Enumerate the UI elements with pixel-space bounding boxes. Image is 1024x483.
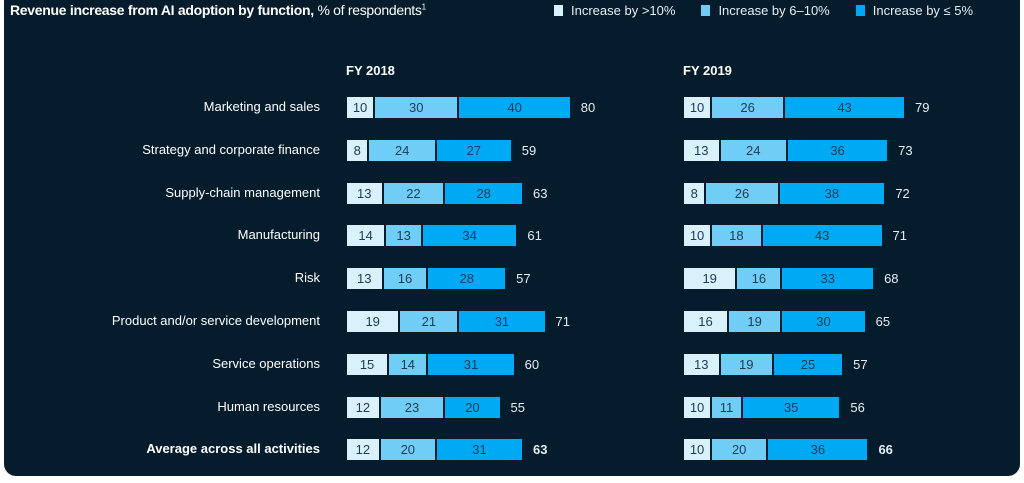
- bar-segment: 40: [458, 96, 571, 119]
- bar-segment: 36: [767, 438, 869, 462]
- total-label: 72: [895, 185, 910, 201]
- total-label: 63: [533, 185, 548, 201]
- bar-segment: 8: [683, 181, 706, 205]
- bar-segment: 21: [399, 310, 459, 333]
- total-label: 65: [875, 314, 891, 329]
- bar-segment: 12: [346, 438, 380, 462]
- category-label: Marketing and sales: [203, 99, 320, 114]
- total-label: 61: [527, 228, 542, 244]
- total-label: 80: [580, 100, 596, 115]
- total-label: 55: [510, 399, 526, 415]
- bar-segment: 27: [435, 138, 512, 162]
- bar-segment: 22: [382, 181, 445, 205]
- bar-segment: 23: [379, 395, 445, 419]
- legend: Increase by >10% Increase by 6–10% Incre…: [554, 3, 973, 18]
- bar-segment: 14: [388, 352, 428, 376]
- total-label: 63: [533, 442, 548, 458]
- bar-segment: 19: [719, 352, 773, 376]
- chart-title: Revenue increase from AI adoption by fun…: [10, 2, 426, 18]
- bar-segment: 10: [683, 395, 712, 419]
- footnote-marker: 1: [421, 2, 426, 12]
- bar-segment: 10: [346, 96, 375, 119]
- bar-segment: 19: [683, 267, 737, 291]
- category-label: Human resources: [217, 398, 320, 414]
- bar-segment: 11: [711, 395, 742, 419]
- bar-segment: 24: [719, 138, 787, 162]
- total-label: 57: [853, 356, 868, 372]
- legend-label: Increase by 6–10%: [718, 3, 830, 18]
- legend-label: Increase by >10%: [571, 3, 676, 18]
- bar-segment: 10: [683, 438, 712, 462]
- bar-segment: 16: [382, 267, 428, 291]
- legend-swatch: [701, 5, 711, 16]
- bar-segment: 20: [379, 438, 436, 462]
- legend-label: Increase by ≤ 5%: [872, 3, 974, 18]
- legend-item: Increase by >10%: [554, 3, 675, 18]
- bar-segment: 10: [683, 224, 712, 248]
- total-label: 60: [524, 356, 540, 372]
- bar-segment: 25: [772, 352, 844, 376]
- bar-segment: 13: [385, 224, 422, 248]
- category-label: Strategy and corporate finance: [142, 141, 320, 157]
- bar-segment: 28: [427, 267, 507, 291]
- total-label: 71: [555, 314, 570, 329]
- bar-segment: 43: [784, 96, 905, 119]
- bar-segment: 13: [683, 138, 720, 162]
- bar-segment: 30: [374, 96, 459, 119]
- panel-title-fy2018: FY 2018: [346, 63, 395, 78]
- total-label: 68: [884, 271, 899, 287]
- bar-segment: 19: [727, 310, 782, 333]
- bar-segment: 12: [346, 395, 380, 419]
- total-label: 66: [878, 442, 893, 458]
- bar-segment: 43: [761, 224, 883, 248]
- total-label: 56: [850, 399, 865, 415]
- category-label: Risk: [294, 270, 320, 286]
- bar-segment: 26: [711, 96, 785, 119]
- bar-segment: 20: [444, 395, 501, 419]
- category-label: Average across all activities: [146, 441, 320, 457]
- legend-swatch: [855, 5, 865, 16]
- category-label: Service operations: [212, 355, 320, 371]
- bar-segment: 28: [444, 181, 524, 205]
- bar-segment: 8: [346, 138, 369, 162]
- title-bold: Revenue increase from AI adoption by fun…: [10, 2, 314, 18]
- title-suffix: % of respondents: [317, 2, 422, 18]
- bar-segment: 31: [458, 310, 546, 333]
- bar-segment: 10: [683, 96, 712, 119]
- bar-segment: 13: [683, 352, 720, 376]
- bar-segment: 34: [421, 224, 518, 248]
- bar-segment: 15: [346, 352, 389, 376]
- legend-item: Increase by ≤ 5%: [855, 3, 974, 18]
- panel-title-fy2019: FY 2019: [683, 63, 732, 78]
- total-label: 59: [521, 142, 537, 158]
- category-label: Manufacturing: [237, 227, 320, 243]
- bar-segment: 33: [781, 267, 875, 291]
- bar-segment: 24: [368, 138, 436, 162]
- bar-segment: 38: [778, 181, 886, 205]
- bar-segment: 16: [683, 310, 728, 333]
- total-label: 73: [898, 142, 913, 158]
- bar-segment: 30: [781, 310, 866, 333]
- bar-segment: 13: [346, 181, 383, 205]
- bar-segment: 31: [427, 352, 515, 376]
- bar-segment: 31: [435, 438, 524, 462]
- bar-segment: 35: [742, 395, 841, 419]
- bar-segment: 36: [786, 138, 889, 162]
- chart-frame: Revenue increase from AI adoption by fun…: [4, 0, 1020, 476]
- total-label: 57: [516, 271, 531, 287]
- category-label: Product and/or service development: [111, 313, 320, 328]
- bar-segment: 20: [711, 438, 768, 462]
- category-label: Supply-chain management: [165, 184, 320, 200]
- bar-segment: 19: [346, 310, 400, 333]
- bar-segment: 14: [346, 224, 386, 248]
- bar-segment: 16: [736, 267, 782, 291]
- bar-segment: 18: [711, 224, 762, 248]
- legend-item: Increase by 6–10%: [701, 3, 830, 18]
- bar-segment: 13: [346, 267, 383, 291]
- total-label: 71: [892, 228, 907, 244]
- bar-segment: 26: [705, 181, 779, 205]
- total-label: 79: [914, 100, 930, 115]
- legend-swatch: [554, 5, 563, 16]
